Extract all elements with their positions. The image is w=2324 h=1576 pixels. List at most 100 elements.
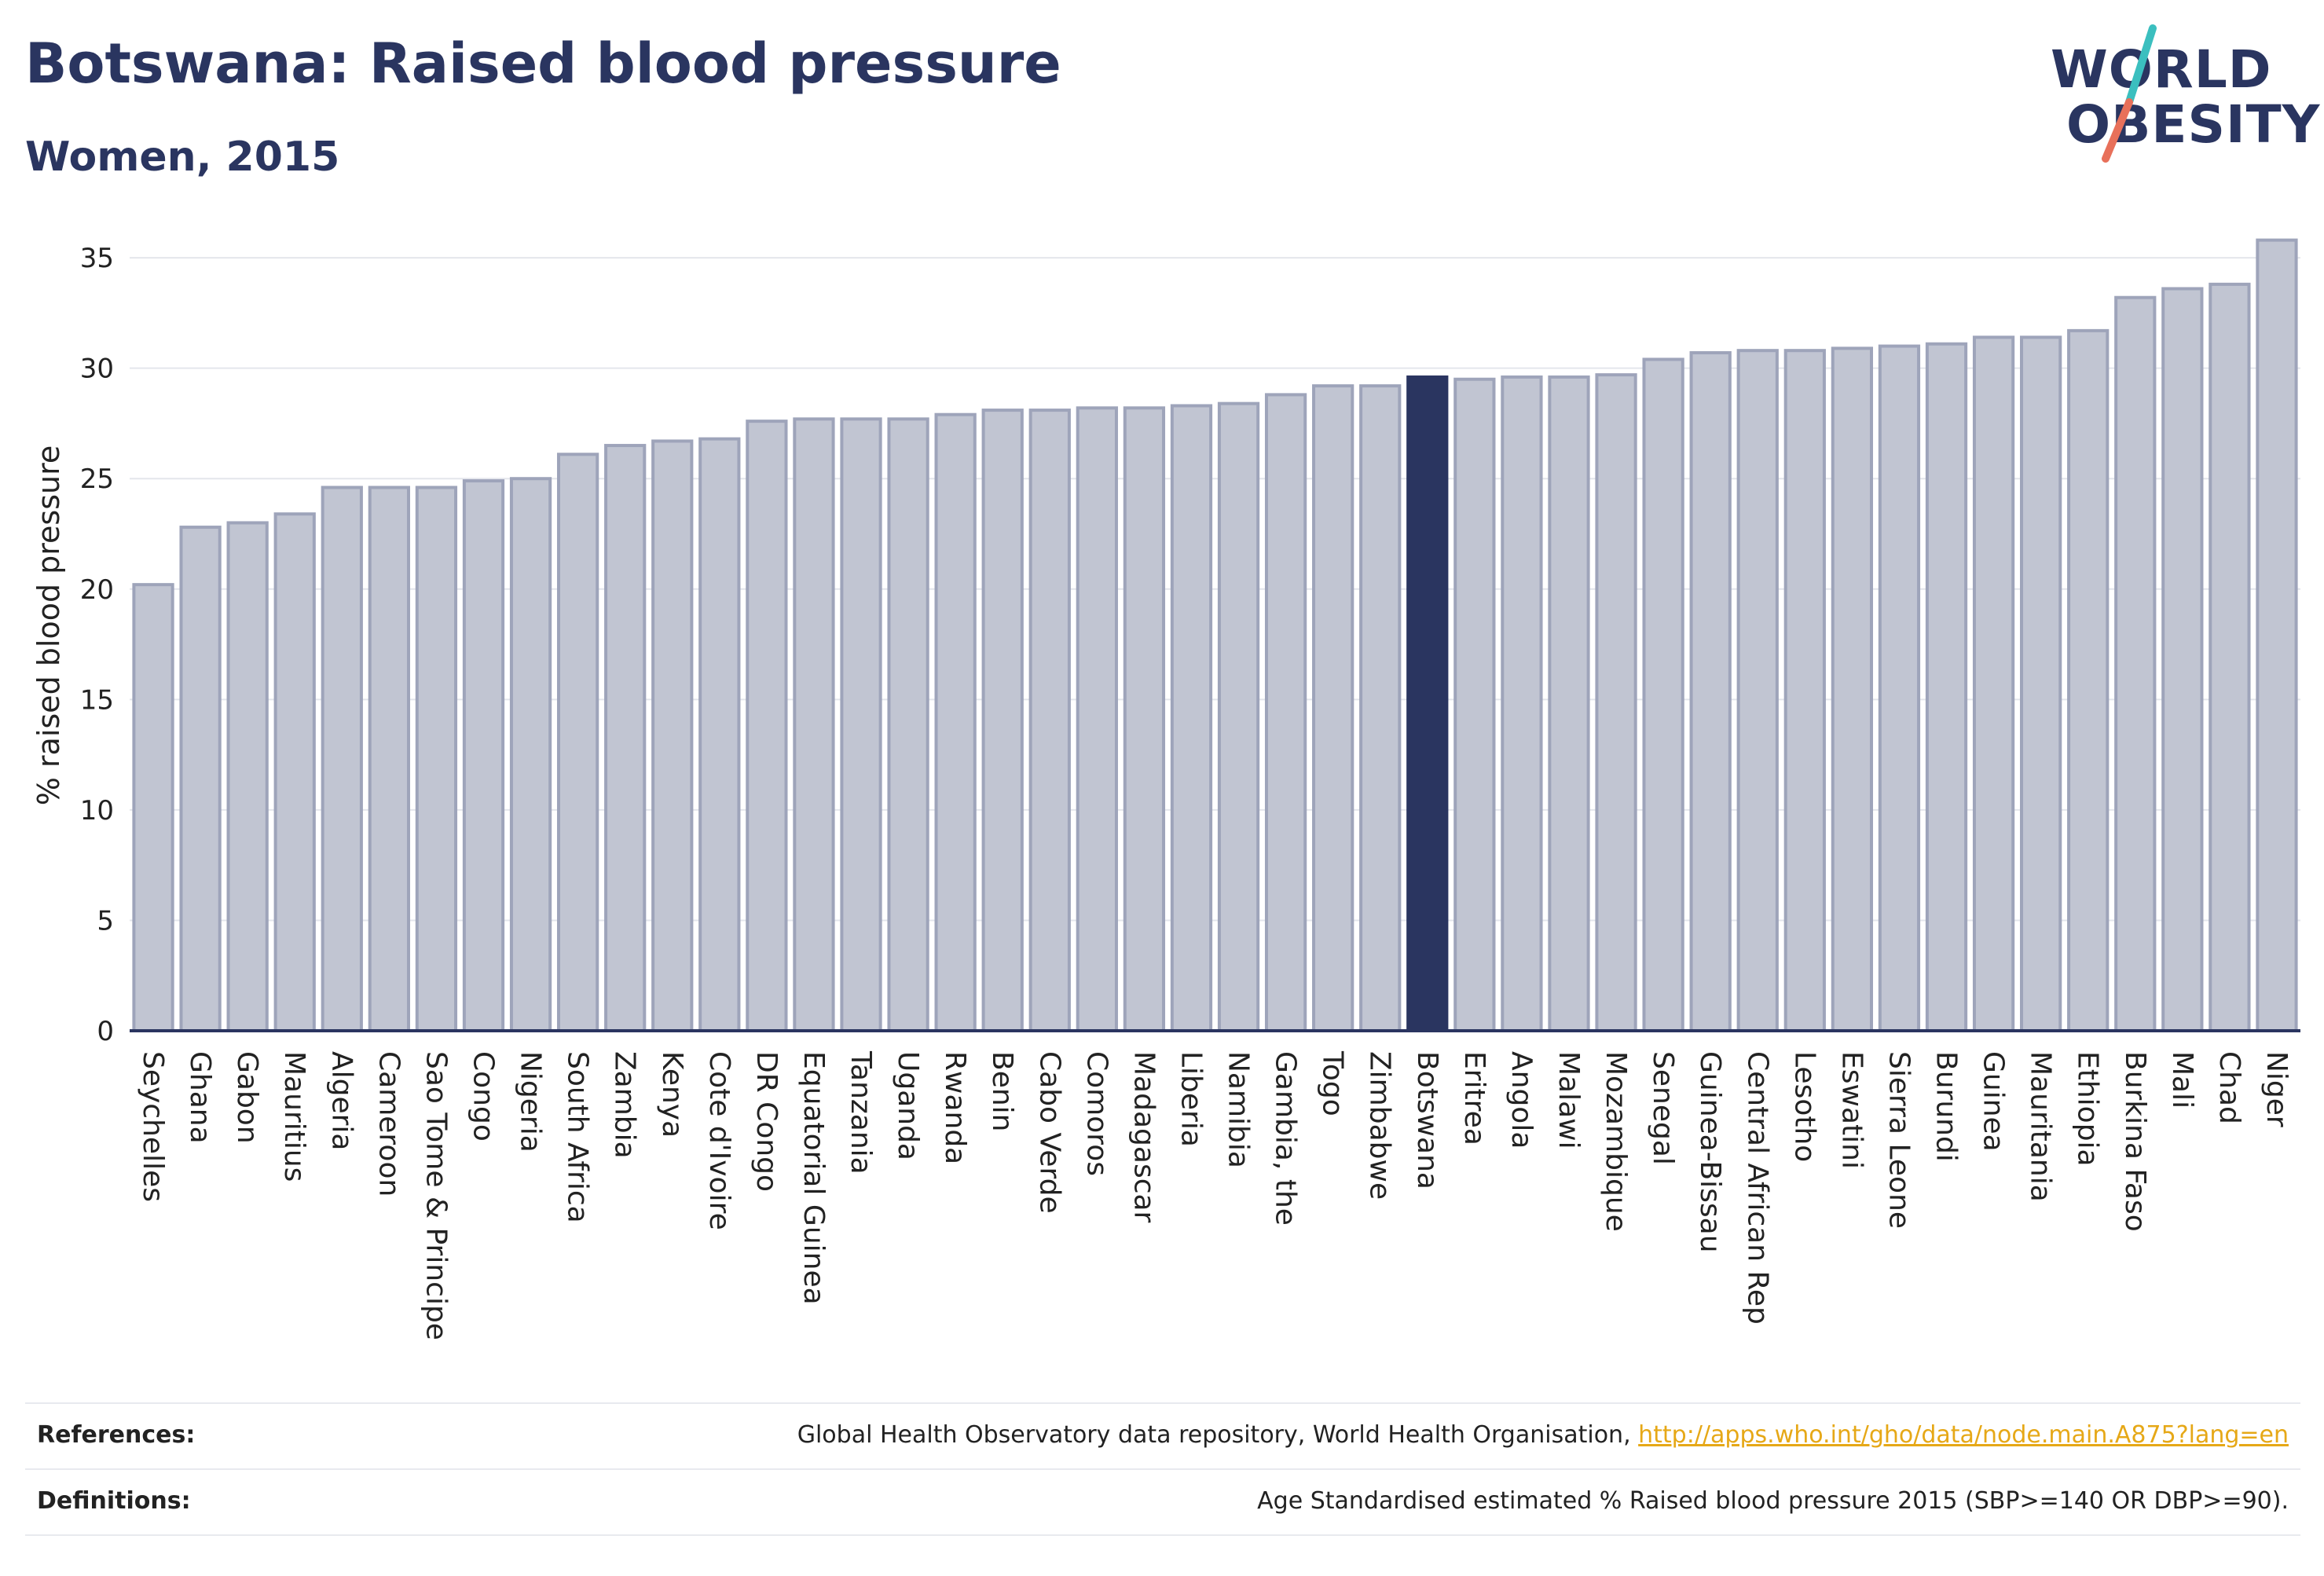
bar	[1595, 373, 1637, 1033]
x-tick-label: Algeria	[325, 1051, 357, 1151]
bar	[2209, 282, 2251, 1033]
bar	[2256, 238, 2298, 1033]
page-subtitle: Women, 2015	[25, 134, 340, 181]
bar	[462, 479, 505, 1032]
x-tick-label: Congo	[467, 1051, 499, 1142]
world-obesity-logo: WORLD OBESITY	[2051, 24, 2319, 165]
x-tick-label: Gambia, the	[1270, 1051, 1302, 1226]
x-tick-label: Lesotho	[1788, 1051, 1820, 1162]
y-tick-label: 25	[80, 464, 114, 495]
y-tick-label: 5	[97, 905, 114, 936]
x-tick-label: Central African Rep	[1741, 1051, 1773, 1325]
bar	[2114, 295, 2157, 1032]
bar	[1783, 349, 1826, 1032]
bar	[226, 521, 269, 1032]
bar	[1359, 384, 1402, 1032]
bar	[1264, 393, 1307, 1032]
x-tick-label: Kenya	[656, 1051, 688, 1138]
page-title: Botswana: Raised blood pressure	[25, 31, 1061, 96]
bar	[1642, 357, 1684, 1032]
bar	[1548, 375, 1590, 1032]
x-tick-label: Namibia	[1222, 1051, 1255, 1168]
footer-divider	[25, 1534, 2300, 1536]
x-tick-label: Uganda	[892, 1051, 924, 1160]
references-link[interactable]: http://apps.who.int/gho/data/node.main.A…	[1638, 1421, 2289, 1449]
x-tick-label: Tanzania	[845, 1050, 877, 1175]
y-tick-label: 35	[80, 243, 114, 274]
x-tick-label: Zimbabwe	[1364, 1051, 1396, 1200]
x-tick-label: Cameroon	[372, 1051, 405, 1197]
references-row: References: Global Health Observatory da…	[25, 1412, 2300, 1459]
x-tick-label: Cote d'Ivoire	[703, 1051, 735, 1230]
bar	[1170, 404, 1213, 1032]
bar	[2020, 335, 2062, 1032]
definitions-row: Definitions: Age Standardised estimated …	[25, 1478, 2300, 1525]
x-tick-label: Guinea	[1978, 1051, 2010, 1152]
bar	[651, 439, 694, 1032]
bar	[698, 437, 741, 1032]
definitions-label: Definitions:	[37, 1487, 191, 1515]
y-tick-label: 20	[80, 574, 114, 606]
bar	[793, 417, 835, 1032]
x-tick-label: Togo	[1317, 1050, 1349, 1116]
bar	[415, 486, 458, 1032]
x-tick-label: Mozambique	[1600, 1051, 1632, 1232]
x-tick-label: Ethiopia	[2072, 1051, 2104, 1167]
x-tick-label: Liberia	[1175, 1051, 1207, 1147]
x-tick-label: Gabon	[231, 1051, 263, 1144]
y-tick-label: 0	[97, 1016, 114, 1047]
x-tick-label: Mali	[2166, 1051, 2198, 1109]
bar	[1831, 346, 1874, 1033]
x-tick-label: Senegal	[1647, 1051, 1679, 1165]
bar	[179, 526, 222, 1032]
bar	[934, 412, 977, 1032]
bar	[840, 417, 882, 1032]
bar	[1689, 350, 1732, 1032]
x-tick-label: Chad	[2213, 1051, 2245, 1124]
x-tick-label: Eritrea	[1458, 1051, 1490, 1145]
x-tick-label: Malawi	[1552, 1051, 1585, 1149]
bar	[2161, 287, 2204, 1032]
bar	[1217, 401, 1260, 1032]
bar	[273, 512, 316, 1032]
bar	[1925, 342, 1968, 1032]
y-tick-label: 30	[80, 354, 114, 385]
references-label: References:	[37, 1421, 196, 1449]
bar	[1878, 344, 1921, 1032]
bar	[1453, 377, 1496, 1032]
x-tick-label: DR Congo	[750, 1051, 783, 1192]
x-tick-label: Seychelles	[137, 1051, 169, 1202]
references-text: Global Health Observatory data repositor…	[797, 1421, 1639, 1449]
x-tick-label: Rwanda	[939, 1051, 971, 1164]
x-tick-label: South Africa	[562, 1051, 594, 1223]
bar	[1312, 384, 1354, 1032]
x-tick-label: Mauritius	[278, 1051, 310, 1182]
x-tick-label: Angola	[1505, 1051, 1538, 1149]
bar	[1028, 409, 1071, 1032]
bar	[604, 444, 647, 1032]
x-tick-label: Sierra Leone	[1882, 1051, 1915, 1229]
x-tick-label: Cabo Verde	[1033, 1051, 1065, 1214]
x-tick-label: Equatorial Guinea	[797, 1051, 830, 1305]
x-tick-label: Botswana	[1411, 1051, 1443, 1189]
x-tick-label: Mauritania	[2025, 1051, 2057, 1202]
x-tick-label: Zambia	[609, 1051, 641, 1159]
bar	[887, 417, 929, 1032]
x-tick-label: Benin	[986, 1051, 1018, 1131]
x-tick-label: Burkina Faso	[2119, 1051, 2151, 1232]
x-tick-label: Guinea-Bissau	[1694, 1051, 1726, 1253]
bar	[1406, 375, 1449, 1032]
x-tick-label: Ghana	[184, 1051, 216, 1144]
x-tick-label: Burundi	[1930, 1051, 1963, 1162]
references-text-wrap: Global Health Observatory data repositor…	[797, 1421, 2289, 1449]
bar	[1972, 335, 2015, 1032]
bar	[132, 583, 174, 1032]
bar	[1123, 406, 1166, 1032]
y-axis-label: % raised blood pressure	[31, 445, 66, 806]
bar	[1736, 349, 1779, 1032]
logo-slash-icon	[2102, 24, 2157, 163]
logo-line-1: WORLD	[2051, 39, 2272, 100]
footer-divider	[25, 1402, 2300, 1404]
definitions-text: Age Standardised estimated % Raised bloo…	[1257, 1487, 2289, 1515]
bar	[1076, 406, 1118, 1032]
